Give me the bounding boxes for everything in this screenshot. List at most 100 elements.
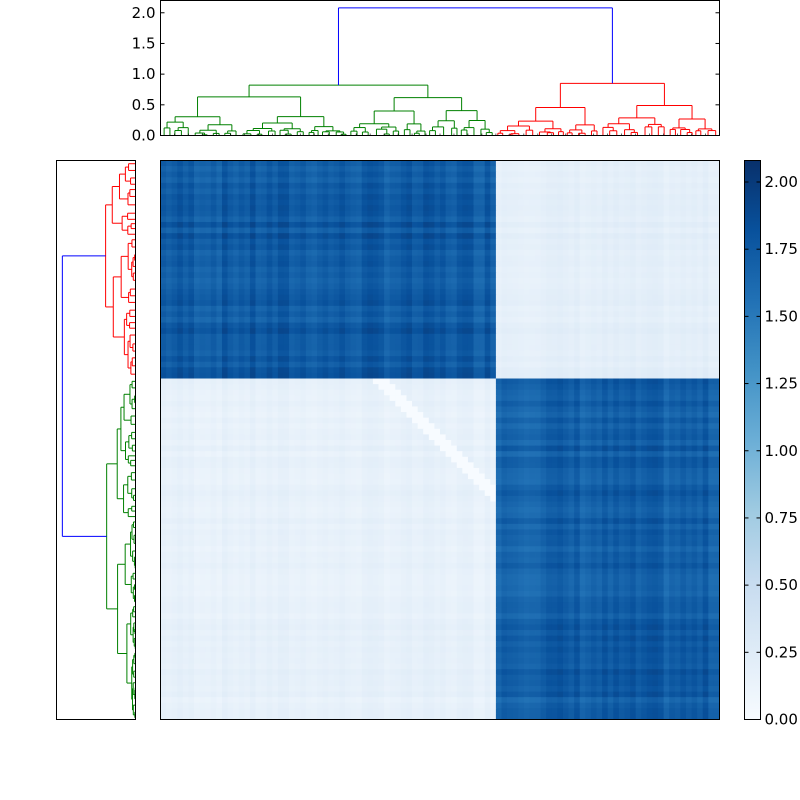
heatmap-cell <box>249 339 256 346</box>
heatmap-cell <box>702 233 709 240</box>
heatmap-cell <box>708 194 715 201</box>
heatmap-cell <box>255 322 262 329</box>
heatmap-cell <box>412 182 419 189</box>
heatmap-cell <box>674 283 681 290</box>
heatmap-cell <box>372 395 379 402</box>
heatmap-cell <box>512 216 519 223</box>
heatmap-cell <box>171 333 178 340</box>
heatmap-cell <box>602 216 609 223</box>
heatmap-cell <box>507 400 514 407</box>
heatmap-cell <box>266 227 273 234</box>
heatmap-cell <box>585 261 592 268</box>
heatmap-cell <box>635 277 642 284</box>
heatmap-cell <box>400 199 407 206</box>
heatmap-cell <box>624 171 631 178</box>
heatmap-cell <box>344 188 351 195</box>
heatmap-cell <box>378 177 385 184</box>
heatmap-cell <box>177 272 184 279</box>
heatmap-cell <box>311 255 318 262</box>
heatmap-cell <box>160 317 167 324</box>
heatmap-cell <box>490 372 497 379</box>
heatmap-cell <box>579 339 586 346</box>
heatmap-cell <box>227 194 234 201</box>
heatmap-cell <box>702 182 709 189</box>
heatmap-cell <box>389 317 396 324</box>
heatmap-cell <box>518 238 525 245</box>
heatmap-cell <box>177 266 184 273</box>
heatmap-cell <box>713 210 720 217</box>
heatmap-cell <box>221 199 228 206</box>
heatmap-cell <box>378 227 385 234</box>
heatmap-cell <box>607 305 614 312</box>
heatmap-cell <box>507 283 514 290</box>
heatmap-cell <box>322 322 329 329</box>
heatmap-cell <box>467 300 474 307</box>
heatmap-cell <box>495 395 502 402</box>
heatmap-cell <box>669 283 676 290</box>
heatmap-cell <box>277 339 284 346</box>
heatmap-cell <box>646 305 653 312</box>
heatmap-cell <box>663 171 670 178</box>
heatmap-cell <box>540 194 547 201</box>
heatmap-cell <box>708 266 715 273</box>
heatmap-cell <box>182 328 189 335</box>
heatmap-cell <box>635 171 642 178</box>
heatmap-cell <box>400 344 407 351</box>
heatmap-cell <box>434 305 441 312</box>
heatmap-cell <box>361 261 368 268</box>
heatmap-cell <box>311 244 318 251</box>
heatmap-cell <box>188 300 195 307</box>
heatmap-cell <box>473 166 480 173</box>
heatmap-cell <box>663 384 670 391</box>
heatmap-cell <box>713 216 720 223</box>
heatmap-cell <box>339 233 346 240</box>
heatmap-cell <box>160 182 167 189</box>
heatmap-cell <box>266 255 273 262</box>
heatmap-cell <box>557 233 564 240</box>
heatmap-cell <box>188 344 195 351</box>
heatmap-cell <box>344 182 351 189</box>
heatmap-cell <box>495 182 502 189</box>
heatmap-cell <box>356 249 363 256</box>
heatmap-cell <box>630 249 637 256</box>
heatmap-cell <box>339 255 346 262</box>
heatmap-cell <box>221 350 228 357</box>
heatmap-cell <box>540 372 547 379</box>
heatmap-cell <box>691 199 698 206</box>
heatmap-cell <box>160 255 167 262</box>
heatmap-cell <box>322 317 329 324</box>
heatmap-cell <box>244 361 251 368</box>
heatmap-cell <box>546 199 553 206</box>
heatmap-cell <box>227 339 234 346</box>
heatmap-cell <box>501 205 508 212</box>
heatmap-cell <box>305 356 312 363</box>
heatmap-cell <box>277 389 284 396</box>
heatmap-cell <box>305 171 312 178</box>
heatmap-cell <box>574 244 581 251</box>
heatmap-cell <box>367 210 374 217</box>
heatmap-cell <box>272 210 279 217</box>
heatmap-cell <box>518 400 525 407</box>
heatmap-cell <box>216 300 223 307</box>
heatmap-cell <box>389 289 396 296</box>
heatmap-cell <box>384 328 391 335</box>
heatmap-cell <box>350 389 357 396</box>
heatmap-cell <box>339 400 346 407</box>
heatmap-cell <box>261 378 268 385</box>
heatmap-cell <box>194 227 201 234</box>
heatmap-cell <box>635 389 642 396</box>
heatmap-cell <box>445 333 452 340</box>
heatmap-cell <box>484 255 491 262</box>
heatmap-cell <box>596 272 603 279</box>
heatmap-cell <box>490 384 497 391</box>
heatmap-cell <box>266 389 273 396</box>
heatmap-cell <box>540 311 547 318</box>
heatmap-cell <box>585 339 592 346</box>
heatmap-cell <box>618 322 625 329</box>
heatmap-cell <box>635 283 642 290</box>
heatmap-cell <box>669 277 676 284</box>
heatmap-cell <box>523 188 530 195</box>
heatmap-cell <box>568 199 575 206</box>
heatmap-cell <box>305 261 312 268</box>
heatmap-cell <box>535 255 542 262</box>
